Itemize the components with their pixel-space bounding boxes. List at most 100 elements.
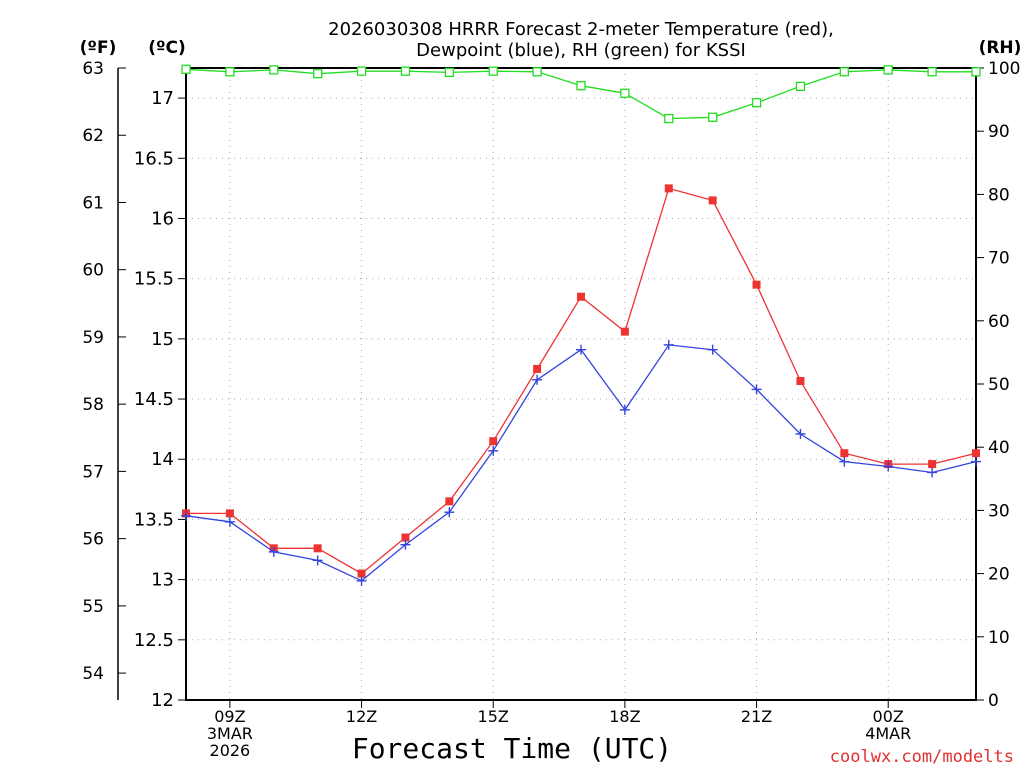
rh-point [400, 66, 411, 76]
rh-point [444, 67, 454, 78]
axis-ticks: 17 16.5 16 15.5 15 14.5 14 13.5 13 12.5 12 63 62 61 60… [82, 59, 1020, 760]
dewpoint-point [400, 539, 411, 550]
fahrenheit-tick-label: 56 [82, 530, 104, 550]
temperature-point [225, 509, 234, 518]
fahrenheit-tick-label: 61 [82, 193, 104, 213]
time-tick-label: 09Z [214, 707, 245, 726]
rh-point [488, 66, 498, 76]
rh-point [313, 69, 323, 79]
chart-title-line1: 2026030308 HRRR Forecast 2-meter Tempera… [328, 19, 834, 40]
celsius-tick-label: 12.5 [134, 630, 174, 651]
temperature-point [620, 327, 629, 336]
dewpoint-point [488, 445, 499, 456]
rh-axis-label: (RH) [979, 38, 1022, 58]
celsius-tick-label: 17 [151, 88, 174, 109]
temperature-point [445, 497, 454, 506]
celsius-tick-label: 13 [151, 570, 174, 591]
temperature-point [489, 437, 498, 446]
celsius-tick-label: 14.5 [134, 389, 174, 410]
rh-point [708, 112, 718, 122]
time-tick-label: 4MAR [865, 724, 911, 743]
x-axis-label: Forecast Time (UTC) [352, 732, 672, 765]
rh-tick-label: 90 [988, 122, 1010, 142]
fahrenheit-tick-label: 63 [82, 59, 104, 79]
fahrenheit-axis-label: (ºF) [80, 38, 117, 58]
time-tick-label: 18Z [609, 707, 640, 726]
rh-point [225, 67, 235, 77]
celsius-tick-label: 14 [151, 449, 174, 470]
rh-point [795, 81, 806, 91]
celsius-tick-label: 16 [151, 208, 174, 229]
temperature-point [577, 292, 585, 301]
dewpoint-point [224, 516, 235, 527]
rh-point [971, 67, 981, 77]
temperature-point [752, 280, 761, 289]
temperature-point [708, 196, 717, 205]
dewpoint-point [576, 344, 586, 355]
rh-point [927, 67, 937, 77]
fahrenheit-tick-label: 60 [82, 261, 104, 281]
series-layer [181, 64, 981, 586]
rh-line [185, 68, 976, 120]
rh-tick-label: 20 [988, 565, 1010, 585]
dewpoint-point [751, 384, 762, 395]
rh-tick-label: 70 [988, 249, 1010, 269]
dewpoint-point [927, 467, 938, 478]
celsius-tick-label: 13.5 [134, 509, 174, 530]
rh-point [532, 67, 542, 77]
time-tick-label: 00Z [873, 707, 904, 726]
celsius-axis-label: (ºC) [148, 38, 186, 58]
grid [186, 68, 976, 700]
celsius-tick-label: 15.5 [134, 269, 174, 290]
temperature-point [357, 569, 366, 578]
temperature-point [840, 449, 849, 458]
rh-point [576, 81, 586, 91]
time-tick-label: 3MAR [207, 724, 253, 743]
rh-tick-label: 10 [988, 628, 1010, 648]
rh-point [664, 113, 674, 124]
dewpoint-point [268, 546, 279, 557]
celsius-tick-label: 12 [151, 690, 174, 711]
time-tick-label: 15Z [478, 707, 509, 726]
dewpoint-point [883, 461, 894, 472]
temperature-point [401, 533, 410, 542]
rh-tick-label: 0 [988, 691, 999, 711]
dewpoint-point [839, 456, 850, 467]
temperature-point [664, 184, 673, 193]
temperature-line [186, 187, 977, 575]
rh-point [751, 98, 762, 108]
dewpoint-point [181, 510, 191, 521]
fahrenheit-tick-label: 59 [82, 328, 104, 348]
dewpoint-point [444, 507, 455, 518]
dewpoint-point [356, 575, 367, 586]
dewpoint-point [312, 555, 323, 566]
rh-tick-label: 100 [988, 59, 1020, 79]
temperature-point [533, 364, 542, 373]
fahrenheit-tick-label: 58 [82, 395, 104, 415]
temperature-point [928, 460, 937, 469]
rh-tick-label: 60 [988, 312, 1010, 332]
rh-point [620, 88, 630, 98]
temperature-point [796, 376, 805, 385]
dewpoint-point [532, 374, 543, 385]
fahrenheit-tick-label: 57 [82, 462, 104, 482]
temperature-point [313, 544, 322, 553]
celsius-tick-label: 15 [151, 329, 174, 350]
fahrenheit-tick-label: 62 [82, 126, 104, 146]
dewpoint-point [663, 339, 674, 350]
time-tick-label: 21Z [741, 707, 772, 726]
dewpoint-point [971, 456, 981, 467]
chart-title-line2: Dewpoint (blue), RH (green) for KSSI [416, 40, 746, 61]
credit-text: coolwx.com/modelts [830, 747, 1014, 767]
rh-point [181, 64, 191, 74]
celsius-tick-label: 16.5 [134, 148, 174, 169]
dewpoint-point [707, 344, 718, 355]
dewpoint-point [619, 404, 630, 415]
rh-tick-label: 30 [988, 501, 1010, 521]
dewpoint-line [185, 344, 977, 582]
rh-point [883, 65, 893, 75]
temperature-point [972, 449, 980, 458]
time-tick-label: 12Z [346, 707, 377, 726]
rh-tick-label: 40 [988, 438, 1010, 458]
